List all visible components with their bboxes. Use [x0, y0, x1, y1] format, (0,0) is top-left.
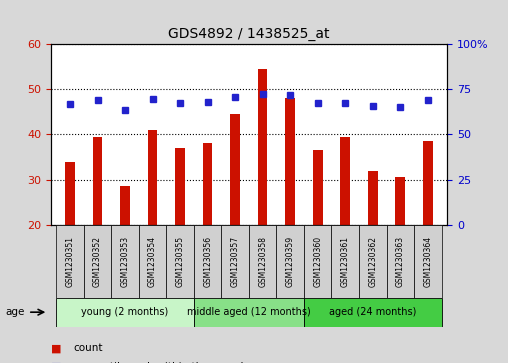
Text: ■: ■ [51, 343, 61, 354]
Text: age: age [5, 307, 24, 317]
Bar [203, 143, 212, 225]
Bar [423, 141, 433, 225]
Text: GSM1230364: GSM1230364 [423, 236, 432, 287]
Bar [139, 225, 167, 298]
Bar [276, 225, 304, 298]
Bar [120, 187, 130, 225]
Text: count: count [74, 343, 103, 354]
Bar [285, 98, 295, 225]
Bar [84, 225, 111, 298]
Text: GSM1230354: GSM1230354 [148, 236, 157, 287]
Text: GSM1230356: GSM1230356 [203, 236, 212, 287]
Bar [65, 162, 75, 225]
Bar [167, 225, 194, 298]
Text: ■: ■ [51, 362, 61, 363]
Bar [368, 171, 377, 225]
Bar [332, 225, 359, 298]
Bar [340, 136, 350, 225]
Text: GSM1230358: GSM1230358 [258, 236, 267, 287]
Bar [194, 298, 304, 327]
Bar [313, 150, 323, 225]
Text: young (2 months): young (2 months) [81, 307, 169, 317]
Text: GSM1230359: GSM1230359 [285, 236, 295, 287]
Text: GSM1230361: GSM1230361 [341, 236, 350, 287]
Bar [221, 225, 249, 298]
Text: GSM1230352: GSM1230352 [93, 236, 102, 287]
Text: GSM1230360: GSM1230360 [313, 236, 322, 287]
Bar [359, 225, 387, 298]
Bar [230, 114, 240, 225]
Text: percentile rank within the sample: percentile rank within the sample [74, 362, 249, 363]
Bar [194, 225, 221, 298]
Text: GSM1230362: GSM1230362 [368, 236, 377, 287]
Bar [249, 225, 276, 298]
Text: middle aged (12 months): middle aged (12 months) [187, 307, 311, 317]
Bar [258, 69, 268, 225]
Bar [93, 136, 103, 225]
Bar [304, 225, 332, 298]
Text: GSM1230351: GSM1230351 [66, 236, 75, 287]
Text: GSM1230353: GSM1230353 [120, 236, 130, 287]
Text: aged (24 months): aged (24 months) [329, 307, 417, 317]
Bar [175, 148, 185, 225]
Text: GSM1230355: GSM1230355 [176, 236, 184, 287]
Text: GSM1230363: GSM1230363 [396, 236, 405, 287]
Bar [387, 225, 414, 298]
Bar [304, 298, 441, 327]
Bar [414, 225, 441, 298]
Bar [56, 298, 194, 327]
Bar [56, 225, 84, 298]
Title: GDS4892 / 1438525_at: GDS4892 / 1438525_at [168, 27, 330, 41]
Text: GSM1230357: GSM1230357 [231, 236, 240, 287]
Bar [148, 130, 157, 225]
Bar [395, 178, 405, 225]
Bar [111, 225, 139, 298]
